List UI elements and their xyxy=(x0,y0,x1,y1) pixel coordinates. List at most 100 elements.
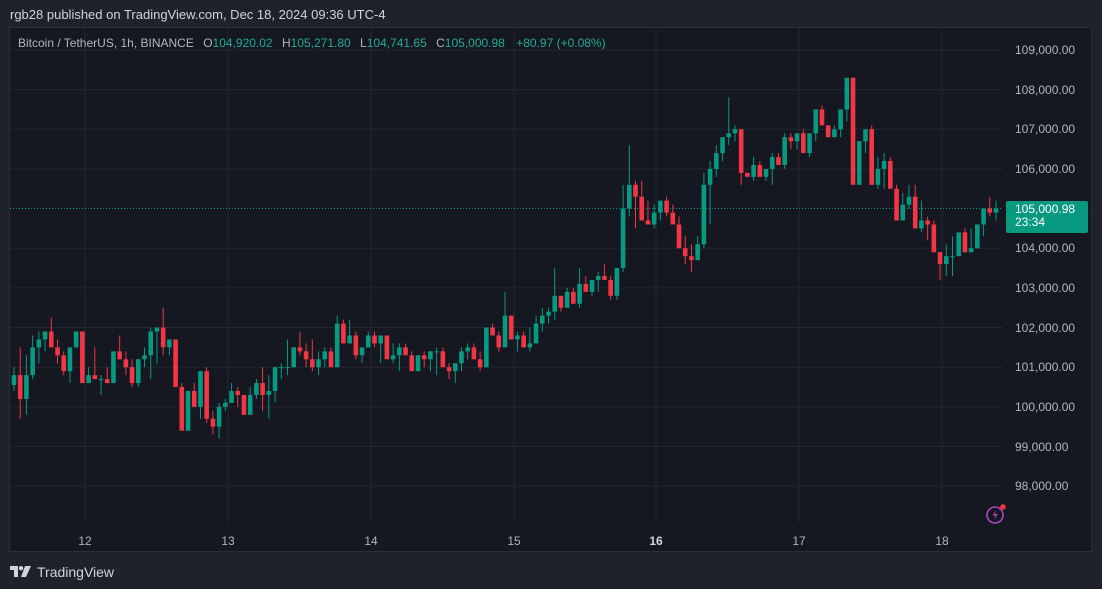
candle xyxy=(527,327,533,352)
candle xyxy=(55,339,60,364)
candle xyxy=(173,339,178,388)
candle xyxy=(583,276,589,292)
candle xyxy=(881,153,887,189)
price-tick-label: 98,000.00 xyxy=(1015,479,1069,494)
candle xyxy=(223,398,228,411)
publisher-line: rgb28 published on TradingView.com, Dec … xyxy=(10,7,386,22)
candle xyxy=(620,184,626,273)
price-tick-label: 104,000.00 xyxy=(1015,241,1076,256)
time-tick-label: 18 xyxy=(935,534,949,548)
price-tick-label: 106,000.00 xyxy=(1015,161,1076,176)
candle xyxy=(421,351,427,368)
candle xyxy=(801,129,806,154)
candle xyxy=(73,331,79,348)
candle xyxy=(496,331,502,352)
candle xyxy=(291,347,296,368)
candle xyxy=(136,359,141,388)
candle xyxy=(216,402,222,439)
symbol-label[interactable]: Bitcoin / TetherUS, 1h, BINANCE xyxy=(18,36,194,50)
bar-countdown: 23:34 xyxy=(1015,215,1046,229)
candle xyxy=(769,153,775,185)
candle xyxy=(104,367,110,384)
candle xyxy=(968,228,974,253)
candle xyxy=(111,351,116,384)
candle xyxy=(658,200,663,221)
candle xyxy=(546,307,551,324)
candle xyxy=(738,129,744,185)
candle xyxy=(508,315,514,340)
candle xyxy=(987,196,993,217)
candle xyxy=(477,351,483,372)
candle xyxy=(751,157,756,181)
candle xyxy=(67,347,73,384)
candle xyxy=(838,109,843,138)
candle xyxy=(191,383,197,407)
candle xyxy=(639,180,645,221)
price-tick-label: 108,000.00 xyxy=(1015,82,1076,97)
candle xyxy=(154,327,160,364)
candle xyxy=(204,367,209,423)
price-tick-label: 100,000.00 xyxy=(1015,399,1076,414)
candle xyxy=(993,200,999,221)
candle xyxy=(210,410,216,435)
candle xyxy=(415,355,421,372)
candle xyxy=(589,279,595,296)
candle xyxy=(98,375,104,395)
candle xyxy=(446,363,452,380)
candle xyxy=(316,351,321,376)
price-tick-label: 107,000.00 xyxy=(1015,122,1076,137)
candle xyxy=(900,192,906,221)
time-tick-label: 15 xyxy=(507,534,521,548)
candle xyxy=(502,291,508,348)
candle xyxy=(241,394,247,415)
candle xyxy=(459,347,464,372)
candle xyxy=(533,315,539,344)
candle xyxy=(372,331,377,348)
candle xyxy=(254,379,259,399)
candle xyxy=(297,331,303,356)
candle xyxy=(726,97,732,146)
candlestick-plot[interactable] xyxy=(10,28,1091,551)
candle xyxy=(925,216,930,241)
candle xyxy=(552,268,558,320)
candle xyxy=(794,133,800,150)
candle xyxy=(894,184,899,221)
candle xyxy=(676,216,682,249)
candle xyxy=(440,347,446,368)
change-value: +80.97 (+0.08%) xyxy=(516,36,606,50)
candle xyxy=(850,77,856,185)
candle xyxy=(627,145,632,217)
candle xyxy=(664,196,669,217)
candle xyxy=(428,351,433,372)
candle xyxy=(863,129,868,154)
candle xyxy=(888,157,893,189)
candle xyxy=(142,347,147,368)
price-tick-label: 101,000.00 xyxy=(1015,360,1076,375)
brand-label: TradingView xyxy=(37,564,115,580)
candle xyxy=(30,335,35,380)
tradingview-logo[interactable]: TradingView xyxy=(10,564,114,580)
lightning-alert-icon[interactable] xyxy=(985,503,1007,525)
candle xyxy=(11,367,17,391)
low-key: L xyxy=(360,36,367,50)
close-key: C xyxy=(436,36,445,50)
candle xyxy=(682,236,688,265)
candle xyxy=(322,347,328,368)
candle xyxy=(471,343,477,360)
candle xyxy=(633,180,638,229)
candle xyxy=(310,339,315,372)
price-axis[interactable]: 109,000.00 108,000.00 107,000.00 106,000.00… xyxy=(1003,28,1091,551)
candle xyxy=(384,335,390,360)
candle xyxy=(782,133,787,169)
candle xyxy=(61,351,67,376)
candle xyxy=(931,220,937,253)
candle xyxy=(341,319,346,344)
price-tick-label: 102,000.00 xyxy=(1015,320,1076,335)
candle xyxy=(707,161,713,225)
candle xyxy=(869,125,874,185)
chart-frame[interactable] xyxy=(9,27,1092,552)
candle xyxy=(564,287,570,308)
candle xyxy=(856,141,862,185)
candle xyxy=(117,335,122,360)
candle xyxy=(825,125,831,138)
